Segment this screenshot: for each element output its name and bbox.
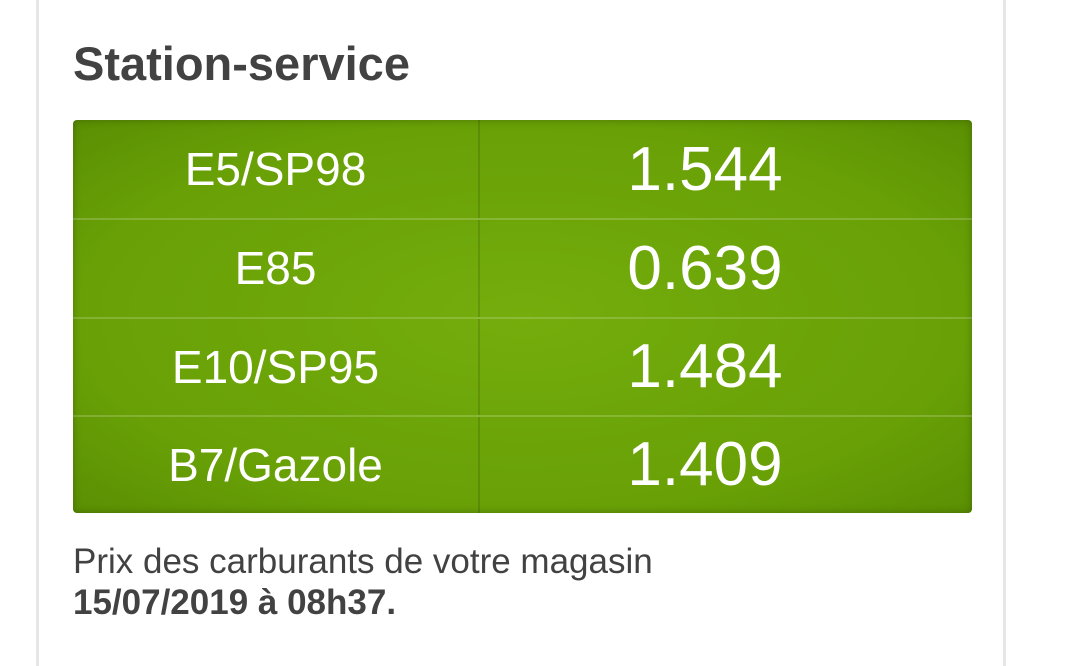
title: Station-service bbox=[73, 37, 410, 90]
fuel-name: B7/Gazole bbox=[73, 416, 480, 513]
fuel-price: 1.409 bbox=[627, 430, 783, 500]
footer-text: Prix des carburants de votre magasin bbox=[73, 542, 653, 581]
price-row: E10/SP95 1.484 bbox=[73, 316, 972, 415]
fuel-name: E5/SP98 bbox=[73, 120, 480, 219]
fuel-price: 1.484 bbox=[627, 332, 783, 402]
price-table: E5/SP98 1.544 E85 0.639 E10/SP95 1.484 B7/Gazo… bbox=[73, 120, 972, 513]
price-row: E85 0.639 bbox=[73, 218, 972, 317]
page: Station-service E5/SP98 1.544 E85 0.639 E10/… bbox=[36, 0, 1006, 666]
fuel-name: E10/SP95 bbox=[73, 318, 480, 415]
card bbox=[36, 0, 1006, 666]
price-row: B7/Gazole 1.409 bbox=[73, 414, 972, 513]
footer: Prix des carburants de votre magasin 15/… bbox=[73, 541, 653, 623]
fuel-price: 1.544 bbox=[627, 134, 783, 204]
fuel-price: 0.639 bbox=[627, 233, 783, 303]
footer-date: 15/07/2019 à 08h37. bbox=[73, 583, 397, 622]
price-row: E5/SP98 1.544 bbox=[73, 120, 972, 219]
fuel-name: E85 bbox=[73, 220, 480, 317]
